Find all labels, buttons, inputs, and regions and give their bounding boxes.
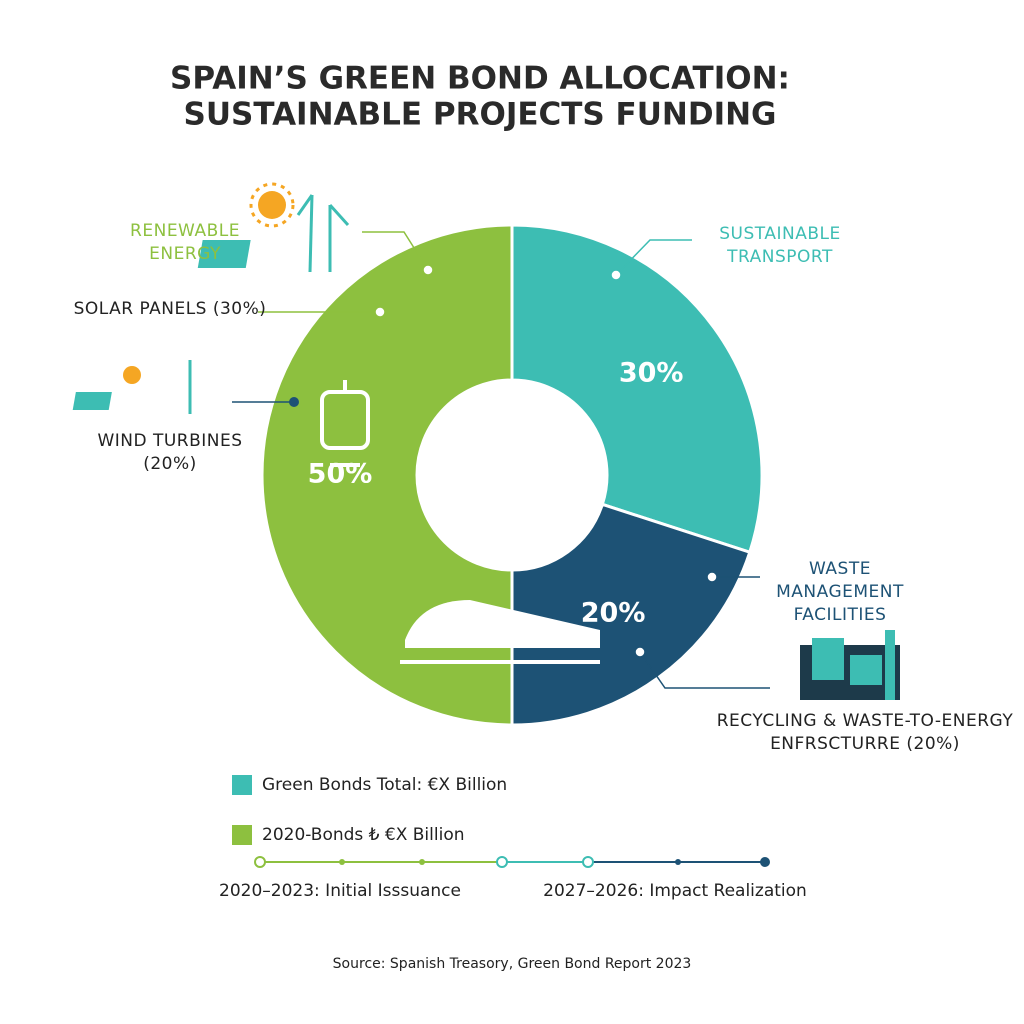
timeline-dot — [760, 857, 770, 867]
wedge — [510, 502, 752, 727]
icon-solar-small — [72, 392, 112, 410]
timeline-dot — [675, 859, 681, 865]
icon-solar — [197, 240, 251, 268]
icon-wind — [296, 194, 350, 273]
connector-dot — [634, 646, 646, 658]
timeline-dot — [339, 859, 345, 865]
icon-tram — [320, 380, 370, 467]
category-label: RENEWABLE ENERGY — [130, 221, 240, 264]
connector — [362, 231, 429, 271]
chart-title: SPAIN’S GREEN BOND ALLOCATION: — [170, 61, 790, 97]
icon-sun-small — [123, 366, 141, 384]
timeline-label: 2027–2026: Impact Realization — [543, 881, 807, 901]
legend-swatch — [232, 775, 252, 795]
annotation: RECYCLING & WASTE-TO-ENERGY ENFRSCTURRE … — [716, 711, 1014, 754]
connector — [615, 239, 692, 276]
icon-train — [400, 600, 600, 664]
legend-label: 2020-Bonds ₺ €X Billion — [262, 825, 465, 845]
connector-dot — [706, 571, 718, 583]
connector-dot — [422, 264, 434, 276]
value-label: 50% — [308, 459, 373, 490]
timeline-dot — [419, 859, 425, 865]
connector — [639, 651, 770, 689]
connector-dot — [289, 397, 299, 407]
legend-swatch — [232, 825, 252, 845]
wedge — [260, 223, 514, 727]
icon-sun — [249, 182, 295, 228]
annotation: SOLAR PANELS (30%) — [73, 299, 267, 319]
connector-dot — [610, 269, 622, 281]
value-label: 30% — [619, 357, 684, 388]
category-label: SUSTAINABLE TRANSPORT — [719, 224, 841, 267]
source: Source: Spanish Treasory, Green Bond Rep… — [333, 956, 692, 972]
category-label: WASTE MANAGEMENT FACILITIES — [776, 559, 904, 625]
timeline-label: 2020–2023: Initial Isssuance — [219, 881, 461, 901]
timeline-dot — [582, 856, 594, 868]
timeline-dot — [496, 856, 508, 868]
value-label: 20% — [581, 598, 646, 629]
donut — [260, 223, 764, 727]
annotation: WIND TURBINES (20%) — [97, 431, 243, 474]
icon-factory — [800, 630, 900, 700]
chart-title: SUSTAINABLE PROJECTS FUNDING — [184, 97, 777, 133]
timeline-dot — [254, 856, 266, 868]
connectors — [232, 231, 770, 689]
wedge — [510, 223, 764, 555]
timeline: 2020–2023: Initial Isssuance 2027–2026: … — [219, 856, 807, 901]
legend: Green Bonds Total: €X Billion 2020-Bonds … — [232, 775, 507, 845]
legend-label: Green Bonds Total: €X Billion — [262, 775, 507, 795]
connector-dot — [374, 306, 386, 318]
